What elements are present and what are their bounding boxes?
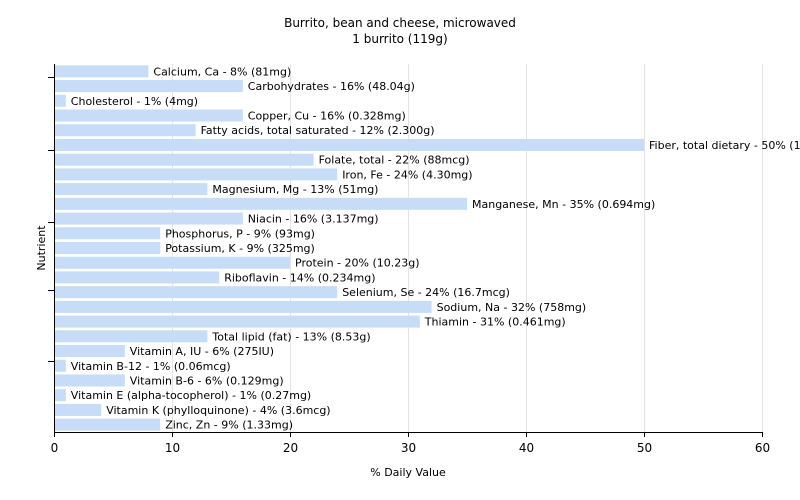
ticks: 0 10 20 30 40 50 60 xyxy=(48,77,770,455)
bar xyxy=(54,197,467,210)
bar-label: Manganese, Mn - 35% (0.694mg) xyxy=(472,198,655,211)
bar-label: Protein - 20% (10.23g) xyxy=(295,257,420,270)
x-tick-label: 30 xyxy=(401,441,416,455)
bar-label: Vitamin B-12 - 1% (0.06mcg) xyxy=(71,360,231,373)
bars: Calcium, Ca - 8% (81mg) Carbohydrates - 1… xyxy=(54,65,800,432)
bar xyxy=(54,124,196,137)
x-tick-label: 50 xyxy=(637,441,652,455)
bar xyxy=(54,315,420,328)
bar-label: Zinc, Zn - 9% (1.33mg) xyxy=(165,419,293,432)
bar xyxy=(54,330,208,343)
bar-label: Phosphorus, P - 9% (93mg) xyxy=(165,227,315,240)
bar-label: Niacin - 16% (3.137mg) xyxy=(248,213,379,226)
bar-label: Sodium, Na - 32% (758mg) xyxy=(437,301,587,314)
bar xyxy=(54,168,338,181)
bar-label: Copper, Cu - 16% (0.328mg) xyxy=(248,110,406,123)
bar xyxy=(54,300,432,313)
bar-label: Cholesterol - 1% (4mg) xyxy=(71,95,198,108)
bar-label: Riboflavin - 14% (0.234mg) xyxy=(224,271,375,284)
x-tick-label: 0 xyxy=(51,441,59,455)
bar xyxy=(54,286,338,299)
bar-label: Fatty acids, total saturated - 12% (2.30… xyxy=(201,124,435,137)
x-tick-label: 60 xyxy=(755,441,770,455)
bar-label: Calcium, Ca - 8% (81mg) xyxy=(153,65,291,78)
bar xyxy=(54,227,161,240)
bar-label: Fiber, total dietary - 50% (12.4g) xyxy=(649,139,800,152)
bar xyxy=(54,359,66,372)
bar xyxy=(54,153,314,166)
bar-label: Folate, total - 22% (88mcg) xyxy=(319,154,470,167)
x-axis-label: % Daily Value xyxy=(370,466,446,479)
bar-label: Magnesium, Mg - 13% (51mg) xyxy=(212,183,378,196)
bar xyxy=(54,271,220,284)
chart-subtitle: 1 burrito (119g) xyxy=(352,32,448,46)
bar xyxy=(54,65,149,78)
chart-title: Burrito, bean and cheese, microwaved 1 b… xyxy=(0,15,800,47)
bar-label: Thiamin - 31% (0.461mg) xyxy=(424,316,566,329)
chart-title-text: Burrito, bean and cheese, microwaved xyxy=(284,16,516,30)
bar-label: Total lipid (fat) - 13% (8.53g) xyxy=(211,330,370,343)
bar-label: Carbohydrates - 16% (48.04g) xyxy=(248,80,415,93)
x-tick-label: 40 xyxy=(519,441,534,455)
bar xyxy=(54,418,161,431)
x-tick-label: 20 xyxy=(283,441,298,455)
bar-label: Vitamin B-6 - 6% (0.129mg) xyxy=(130,374,284,387)
bar-label: Potassium, K - 9% (325mg) xyxy=(165,242,315,255)
x-tick-label: 10 xyxy=(165,441,180,455)
bar-label: Vitamin K (phylloquinone) - 4% (3.6mcg) xyxy=(106,404,330,417)
bar xyxy=(54,256,290,269)
bar xyxy=(54,109,243,122)
bar xyxy=(54,94,66,107)
bar-label: Selenium, Se - 24% (16.7mcg) xyxy=(342,286,510,299)
bar xyxy=(54,403,102,416)
y-axis-label: Nutrient xyxy=(35,225,48,271)
bar xyxy=(54,345,125,358)
bar xyxy=(54,138,644,151)
bar-label: Iron, Fe - 24% (4.30mg) xyxy=(342,168,472,181)
bar xyxy=(54,183,208,196)
bar xyxy=(54,374,125,387)
bar-label: Vitamin A, IU - 6% (275IU) xyxy=(130,345,274,358)
bar xyxy=(54,212,243,225)
bar xyxy=(54,389,66,402)
bar xyxy=(54,80,243,93)
bar xyxy=(54,242,161,254)
bar-label: Vitamin E (alpha-tocopherol) - 1% (0.27m… xyxy=(71,389,311,402)
grid-lines xyxy=(172,64,763,432)
